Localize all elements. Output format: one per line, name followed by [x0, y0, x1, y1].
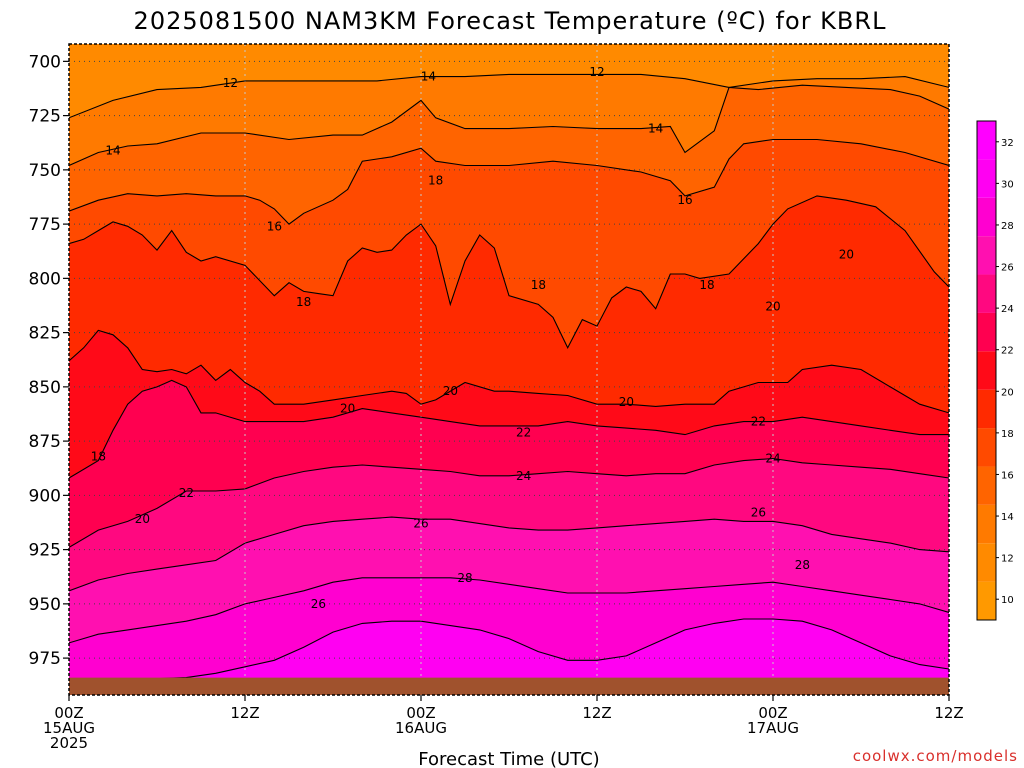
- x-tick-label: 00Z: [54, 704, 83, 722]
- colorbar-swatch: [977, 312, 996, 352]
- x-tick-label: 15AUG: [43, 719, 95, 737]
- contour-label: 20: [839, 247, 854, 261]
- colorbar-swatch: [977, 274, 996, 313]
- y-tick-label: 850: [29, 378, 61, 398]
- y-tick-label: 825: [29, 324, 61, 344]
- contour-label: 20: [443, 384, 458, 398]
- y-tick-label: 800: [29, 269, 61, 289]
- contour-label: 14: [421, 70, 436, 84]
- colorbar-swatch: [977, 121, 996, 160]
- colorbar-tick-label: 16: [1001, 470, 1014, 481]
- colorbar-tick-label: 20: [1001, 387, 1014, 398]
- colorbar-tick-label: 30: [1001, 179, 1014, 190]
- x-tick-label: 12Z: [582, 704, 611, 722]
- colorbar-swatch: [977, 351, 996, 390]
- contour-label: 22: [751, 415, 766, 429]
- contour-label: 18: [531, 278, 546, 292]
- colorbar-swatch: [977, 389, 996, 429]
- colorbar-swatch: [977, 504, 996, 544]
- y-tick-label: 975: [29, 649, 61, 669]
- contour-line-28: [69, 577, 949, 644]
- contour-label: 20: [765, 300, 780, 314]
- colorbar-swatch: [977, 466, 996, 505]
- contour-line-30: [69, 618, 949, 683]
- contour-label: 14: [105, 143, 120, 157]
- colorbar-swatch: [977, 159, 996, 198]
- contour-line-20: [69, 329, 949, 414]
- contour-label: 22: [516, 425, 531, 439]
- contour-label: 28: [457, 571, 472, 585]
- contour-line-26: [69, 516, 949, 592]
- colorbar-tick-label: 32: [1001, 138, 1014, 149]
- ground-surface: [69, 677, 949, 695]
- contour-line-12: [69, 73, 949, 119]
- contour-label: 18: [296, 295, 311, 309]
- colorbar-swatch: [977, 197, 996, 237]
- x-tick-label: 2025: [50, 734, 88, 752]
- colorbar-tick-label: 22: [1001, 346, 1014, 357]
- colorbar-tick-label: 24: [1001, 304, 1014, 315]
- x-tick-label: 16AUG: [395, 719, 447, 737]
- y-tick-label: 875: [29, 432, 61, 452]
- contour-line-22: [69, 379, 949, 479]
- y-tick-label: 775: [29, 215, 61, 235]
- contour-label: 22: [179, 486, 194, 500]
- contour-label: 26: [311, 597, 326, 611]
- chart-title: 2025081500 NAM3KM Forecast Temperature (…: [134, 7, 887, 35]
- contour-label: 16: [267, 219, 282, 233]
- contour-label: 20: [340, 402, 355, 416]
- colorbar-tick-label: 10: [1001, 595, 1014, 606]
- contour-label: 12: [589, 65, 604, 79]
- contour-label: 18: [91, 449, 106, 463]
- y-tick-label: 750: [29, 161, 61, 181]
- contour-line-16: [69, 138, 949, 225]
- colorbar-tick-label: 28: [1001, 221, 1014, 232]
- contour-line-24: [69, 457, 949, 548]
- plot-frame: [68, 43, 950, 696]
- contour-line-18: [69, 195, 949, 350]
- y-tick-label: 900: [29, 486, 61, 506]
- contour-label: 26: [413, 517, 428, 531]
- colorbar-swatch: [977, 543, 996, 582]
- y-tick-label: 700: [29, 52, 61, 72]
- colorbar-swatch: [977, 428, 996, 467]
- x-axis-label: Forecast Time (UTC): [418, 749, 599, 768]
- contour-label: 12: [223, 76, 238, 90]
- colorbar-tick-label: 26: [1001, 263, 1014, 274]
- colorbar-tick-label: 12: [1001, 554, 1014, 565]
- contour-label: 16: [677, 193, 692, 207]
- band-fill-above-30: [69, 619, 949, 695]
- contour-label: 24: [516, 469, 531, 483]
- colorbar-tick-label: 18: [1001, 429, 1014, 440]
- contour-label: 18: [699, 278, 714, 292]
- contour-label: 14: [648, 122, 663, 136]
- contour-label: 28: [795, 558, 810, 572]
- y-tick-label: 725: [29, 107, 61, 127]
- x-tick-label: 12Z: [934, 704, 963, 722]
- contour-label: 26: [751, 506, 766, 520]
- y-tick-label: 925: [29, 541, 61, 561]
- x-tick-label: 00Z: [406, 704, 435, 722]
- contour-label: 18: [428, 174, 443, 188]
- credit-text: coolwx.com/models: [853, 747, 1018, 765]
- contour-label: 20: [619, 395, 634, 409]
- colorbar-tick-label: 14: [1001, 512, 1014, 523]
- colorbar-frame: [976, 120, 997, 621]
- contour-label: 20: [135, 512, 150, 526]
- colorbar-swatch: [977, 236, 996, 275]
- y-tick-label: 950: [29, 595, 61, 615]
- contour-label: 24: [765, 451, 780, 465]
- x-tick-label: 12Z: [230, 704, 259, 722]
- contour-line-14: [69, 84, 949, 167]
- x-tick-label: 00Z: [758, 704, 787, 722]
- x-tick-label: 17AUG: [747, 719, 799, 737]
- colorbar-swatch: [977, 581, 996, 620]
